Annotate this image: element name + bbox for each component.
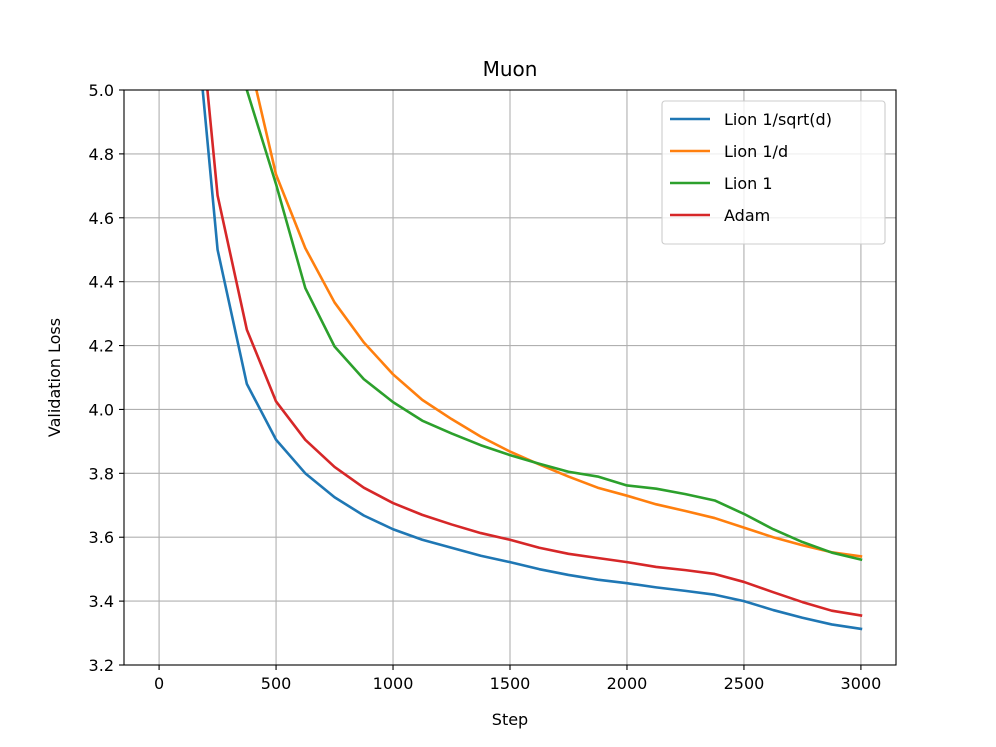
x-tick-label: 2500 [724, 674, 765, 693]
x-tick-label: 0 [154, 674, 164, 693]
x-tick-label: 1500 [490, 674, 531, 693]
y-tick-label: 4.0 [89, 400, 114, 419]
legend-box [661, 100, 886, 245]
x-tick-label: 500 [261, 674, 292, 693]
x-axis-ticks: 0 500 1000 1500 2000 2500 3000 [154, 665, 881, 693]
y-tick-label: 3.8 [89, 464, 114, 483]
y-tick-label: 4.2 [89, 337, 114, 356]
legend-label: Adam [724, 206, 770, 225]
x-axis-label: Step [492, 710, 528, 729]
y-tick-label: 3.4 [89, 592, 114, 611]
y-axis-ticks: 3.2 3.4 3.6 3.8 4.0 4.2 4.4 4.6 4.8 5.0 [89, 81, 124, 675]
series-line-2 [245, 90, 863, 562]
y-tick-label: 4.6 [89, 209, 114, 228]
series-line-3 [206, 90, 863, 617]
plot-area [201, 90, 863, 631]
series-line-1 [255, 90, 863, 558]
series-lines [201, 90, 863, 631]
x-tick-label: 3000 [841, 674, 882, 693]
legend-label: Lion 1 [724, 174, 773, 193]
x-tick-label: 2000 [607, 674, 648, 693]
series-line-0 [201, 90, 863, 631]
x-tick-label: 1000 [373, 674, 414, 693]
y-tick-label: 5.0 [89, 81, 114, 100]
legend-label: Lion 1/d [724, 142, 788, 161]
y-tick-label: 4.4 [89, 273, 114, 292]
y-tick-label: 3.6 [89, 528, 114, 547]
y-tick-label: 4.8 [89, 145, 114, 164]
legend-label: Lion 1/sqrt(d) [724, 110, 832, 129]
y-tick-label: 3.2 [89, 656, 114, 675]
legend: Lion 1/sqrt(d) Lion 1/d Lion 1 Adam [661, 100, 886, 245]
chart-title: Muon [483, 57, 538, 81]
y-axis-label: Validation Loss [45, 318, 64, 437]
